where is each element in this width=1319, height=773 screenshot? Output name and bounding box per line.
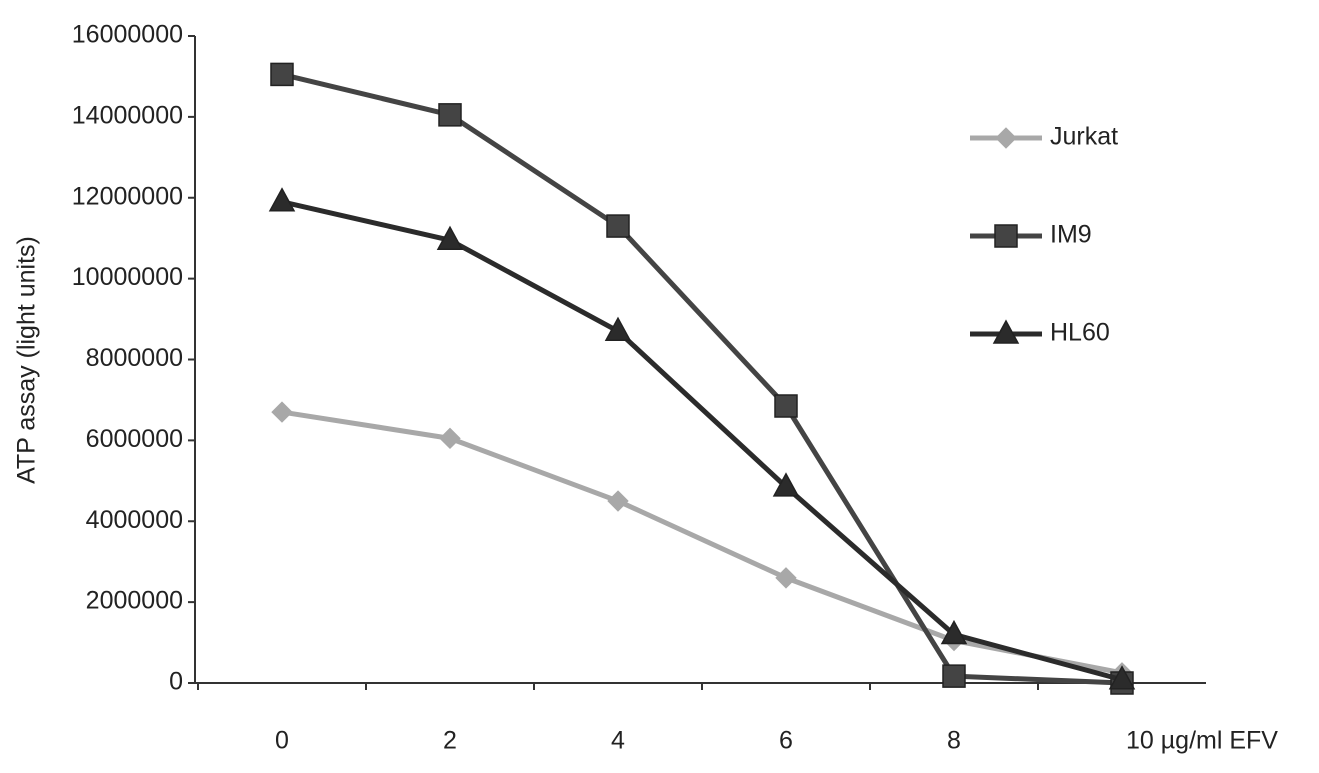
data-point [940,619,968,645]
data-point [772,472,800,497]
legend-marker [994,224,1018,248]
data-point [775,567,797,589]
x-tick-label: 8 [947,727,961,755]
x-tick-label: 0 [275,727,289,755]
data-point [942,664,966,688]
data-point [271,401,293,423]
y-tick-label: 14000000 [72,101,183,129]
legend-marker [995,127,1017,149]
data-point [607,490,629,512]
data-point [439,427,461,450]
data-point [438,103,462,127]
y-tick-label: 10000000 [72,263,183,291]
series-line [281,71,1123,686]
series-line [281,199,1123,683]
data-point [1108,665,1136,690]
y-tick-label: 4000000 [86,506,183,534]
data-point [774,394,798,418]
legend-marker [992,319,1020,344]
data-point [604,316,632,341]
x-tick-label: 6 [779,727,793,755]
x-tick-label: 2 [443,727,457,755]
data-point [268,187,296,212]
y-tick-label: 16000000 [72,21,183,49]
y-tick-label: 6000000 [86,425,183,453]
data-point [436,225,464,250]
data-point [270,62,294,87]
y-axis-label: ATP assay (light units) [13,236,41,484]
y-tick-label: 12000000 [72,182,183,210]
y-tick-label: 2000000 [86,587,183,615]
x-tick-label: 4 [611,727,625,755]
legend-label: Jurkat [1050,123,1118,151]
x-tick-label: 10 µg/ml EFV [1126,727,1278,755]
series-line [281,409,1123,676]
data-point [606,214,630,238]
legend-label: IM9 [1050,221,1092,249]
y-tick-label: 8000000 [86,344,183,372]
y-tick-label: 0 [169,668,183,696]
legend-label: HL60 [1050,319,1110,347]
